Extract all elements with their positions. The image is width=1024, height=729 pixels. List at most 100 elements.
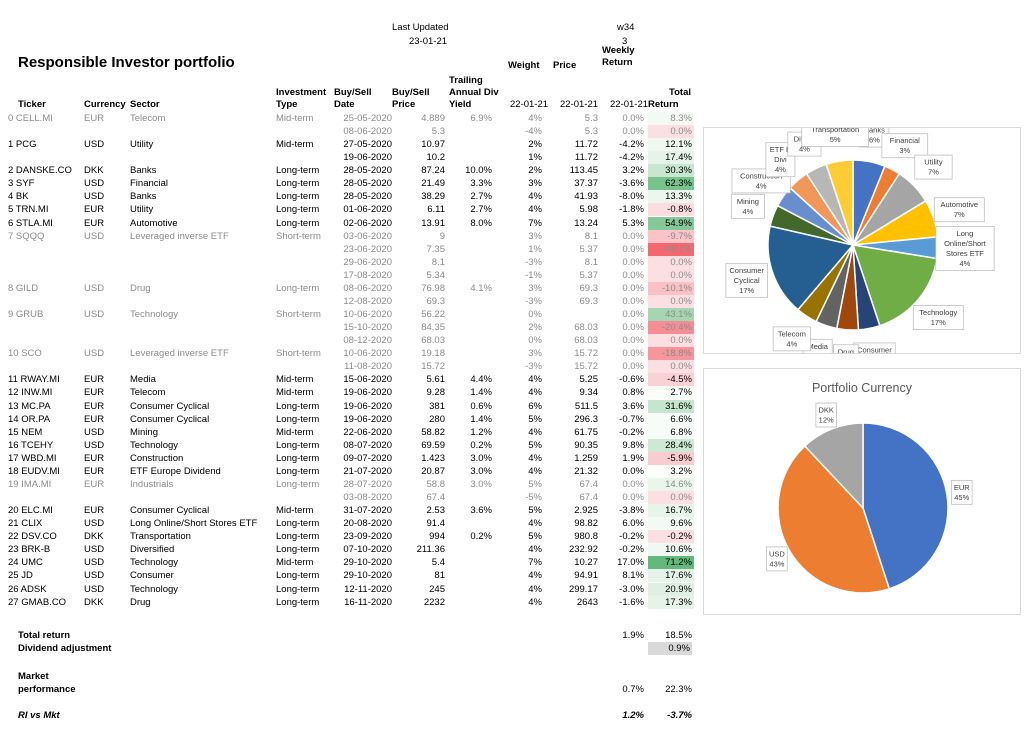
total-return-cell[interactable]: 6.8% [648,425,694,439]
sector-cell[interactable]: Technology [130,583,179,595]
currency-cell[interactable]: EUR [84,374,105,386]
weight-cell[interactable]: -1% [525,269,542,281]
buy-sell-date-cell[interactable]: 20-08-2020 [343,518,392,530]
total-return-cell[interactable]: 17.6% [648,569,694,583]
sector-cell[interactable]: Construction [130,452,184,464]
buy-sell-price-cell[interactable]: 81 [434,570,445,582]
sector-cell[interactable]: Drug [130,596,151,608]
sector-cell[interactable]: Automotive [130,217,178,229]
buy-sell-date-cell[interactable]: 28-05-2020 [343,165,392,177]
buy-sell-price-cell[interactable]: 5.34 [426,269,446,281]
table-row[interactable]: 22 DSV.CO DKK Transportation Long-term 23-09… [0,530,700,544]
current-price-cell[interactable]: 37.37 [574,178,598,190]
buy-sell-price-cell[interactable]: 68.03 [421,335,445,347]
currency-cell[interactable]: USD [84,282,105,294]
current-price-cell[interactable]: 296.3 [574,413,598,425]
currency-cell[interactable]: USD [84,426,105,438]
weight-cell[interactable]: 4% [528,204,542,216]
table-row[interactable]: 2 DANSKE.CO DKK Banks Long-term 28-05-2020 87… [0,164,700,178]
weight-cell[interactable]: 4% [528,387,542,399]
pie-slice-transportation[interactable] [825,159,854,246]
investment-type-cell[interactable]: Mid-term [276,374,314,386]
total-return-cell[interactable]: 10.6% [648,543,694,557]
total-return-cell[interactable]: 0.0% [648,294,694,308]
buy-sell-price-cell[interactable]: 10.97 [421,139,445,151]
buy-sell-date-cell[interactable]: 08-06-2020 [343,126,392,138]
currency-cell[interactable]: DKK [84,531,104,543]
sector-cell[interactable]: Telecom [130,387,166,399]
table-row[interactable]: 17 WBD.MI EUR Construction Long-term 09-07-2… [0,451,700,465]
total-return-cell[interactable]: 31.6% [648,399,694,413]
current-price-cell[interactable]: 8.1 [584,230,598,242]
table-row[interactable]: 13 MC.PA EUR Consumer Cyclical Long-term 19-… [0,399,700,413]
total-return-cell[interactable]: 17.3% [648,595,694,609]
buy-sell-price-cell[interactable]: 5.61 [426,374,446,386]
weekly-return-cell[interactable]: 1.9% [622,452,644,464]
total-return-cell[interactable]: 54.9% [648,216,694,230]
ticker-cell[interactable]: 1 PCG [8,139,37,151]
weekly-return-cell[interactable]: 17.0% [617,557,644,569]
buy-sell-price-cell[interactable]: 15.72 [421,361,445,373]
weekly-return-cell[interactable]: -8.0% [619,191,644,203]
ticker-cell[interactable]: 21 CLIX [8,518,43,530]
investment-type-cell[interactable]: Long-term [276,178,320,190]
current-price-cell[interactable]: 41.93 [574,191,598,203]
table-row[interactable]: 5 TRN.MI EUR Utility Long-term 01-06-2020 6.1… [0,203,700,217]
current-price-cell[interactable]: 68.03 [574,335,598,347]
buy-sell-price-cell[interactable]: 58.82 [421,426,445,438]
weight-cell[interactable]: 2% [528,165,542,177]
table-row[interactable]: 7 SQQQ USD Leveraged inverse ETF Short-term… [0,229,700,243]
buy-sell-price-cell[interactable]: 280 [429,413,445,425]
current-price-cell[interactable]: 2643 [576,596,598,608]
weight-cell[interactable]: -3% [525,256,542,268]
sector-cell[interactable]: ETF Europe Dividend [130,465,221,477]
current-price-cell[interactable]: 67.4 [579,478,599,490]
buy-sell-price-cell[interactable]: 2.53 [426,505,446,517]
table-row[interactable]: 14 OR.PA EUR Consumer Cyclical Long-term 19-… [0,412,700,426]
weekly-return-cell[interactable]: 0.0% [622,282,644,294]
buy-sell-price-cell[interactable]: 7.35 [426,243,446,255]
investment-type-cell[interactable]: Long-term [276,465,320,477]
weight-cell[interactable]: 4% [528,191,542,203]
weekly-return-cell[interactable]: -3.0% [619,583,644,595]
buy-sell-date-cell[interactable]: 03-08-2020 [343,492,392,504]
buy-sell-date-cell[interactable]: 19-06-2020 [343,413,392,425]
current-price-cell[interactable]: 10.27 [574,557,598,569]
buy-sell-price-cell[interactable]: 58.8 [426,478,446,490]
sector-cell[interactable]: Long Online/Short Stores ETF [130,518,258,530]
total-return-cell[interactable]: 0.0% [648,491,694,505]
total-return-cell[interactable]: 0.0% [648,360,694,374]
investment-type-cell[interactable]: Long-term [276,544,320,556]
buy-sell-price-cell[interactable]: 5.3 [431,126,445,138]
investment-type-cell[interactable]: Long-term [276,400,320,412]
buy-sell-date-cell[interactable]: 23-09-2020 [343,531,392,543]
weight-cell[interactable]: 6% [528,400,542,412]
weight-cell[interactable]: 4% [528,465,542,477]
currency-cell[interactable]: USD [84,178,105,190]
buy-sell-price-cell[interactable]: 994 [429,531,445,543]
investment-type-cell[interactable]: Long-term [276,217,320,229]
buy-sell-price-cell[interactable]: 381 [429,400,445,412]
weekly-return-cell[interactable]: 3.6% [622,400,644,412]
ticker-cell[interactable]: 18 EUDV.MI [8,465,60,477]
buy-sell-price-cell[interactable]: 6.11 [427,204,445,216]
table-row[interactable]: 6 STLA.MI EUR Automotive Long-term 02-06-202… [0,216,700,230]
weight-cell[interactable]: 3% [528,230,542,242]
total-return-cell[interactable]: 71.2% [648,556,694,570]
dividend-yield-cell[interactable]: 1.2% [470,426,492,438]
weekly-return-cell[interactable]: -4.2% [619,152,644,164]
buy-sell-date-cell[interactable]: 12-08-2020 [343,295,392,307]
total-return-cell[interactable]: -20.4% [648,321,694,335]
buy-sell-date-cell[interactable]: 17-08-2020 [343,269,392,281]
sector-cell[interactable]: Industrials [130,478,174,490]
current-price-cell[interactable]: 113.45 [569,165,598,177]
investment-type-cell[interactable]: Short-term [276,348,321,360]
buy-sell-price-cell[interactable]: 91.4 [426,518,446,530]
weekly-return-cell[interactable]: -0.2% [619,544,644,556]
weekly-return-cell[interactable]: -0.2% [619,531,644,543]
ticker-cell[interactable]: 15 NEM [8,426,43,438]
table-row[interactable]: 16 TCEHY USD Technology Long-term 08-07-2020… [0,438,700,452]
buy-sell-price-cell[interactable]: 38.29 [421,191,445,203]
weight-cell[interactable]: 4% [528,518,542,530]
table-row[interactable]: 4 BK USD Banks Long-term 28-05-2020 38.29 2.7%… [0,190,700,204]
